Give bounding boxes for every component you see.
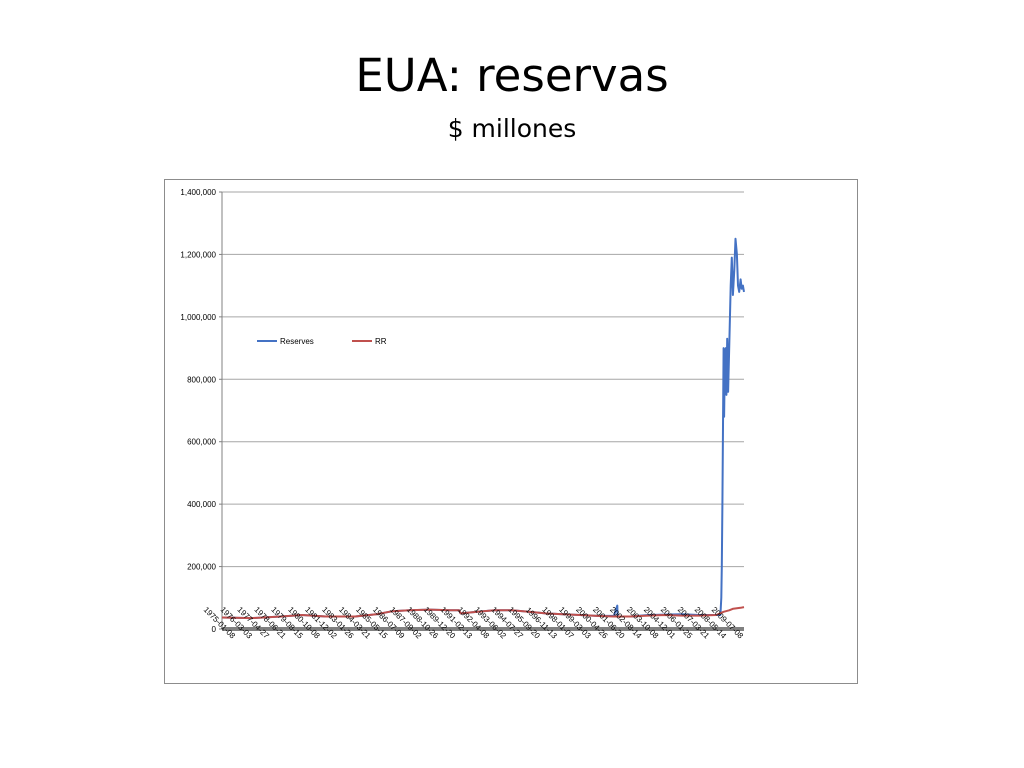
chart-area: Reserves RR 0 200,000 400,000 600,000 800,000… xyxy=(164,179,858,684)
y-tick-label: 1,000,000 xyxy=(180,313,216,322)
series-lines xyxy=(221,237,745,620)
legend: Reserves RR xyxy=(257,337,387,346)
legend-label: RR xyxy=(375,337,387,346)
y-tick-label: 800,000 xyxy=(187,375,216,384)
axes xyxy=(221,192,744,631)
legend-label: Reserves xyxy=(280,337,314,346)
y-tick-label: 0 xyxy=(212,625,217,634)
y-axis-ticks: 0 200,000 400,000 600,000 800,000 1,000,000 1,… xyxy=(180,188,222,634)
y-tick-label: 1,400,000 xyxy=(180,188,216,197)
series-line-reserves xyxy=(221,237,745,620)
y-tick-label: 400,000 xyxy=(187,500,216,509)
y-tick-label: 600,000 xyxy=(187,438,216,447)
gridlines xyxy=(222,191,744,568)
line-chart: Reserves RR 0 200,000 400,000 600,000 800,000… xyxy=(180,188,746,641)
slide-subtitle: $ millones xyxy=(447,114,577,143)
y-tick-label: 1,200,000 xyxy=(180,250,216,259)
x-axis-ticks: 1975-01-081976-03-031977-04-271978-06-21… xyxy=(202,605,746,641)
slide-title: EUA: reservas xyxy=(355,49,669,102)
y-tick-label: 200,000 xyxy=(187,563,216,572)
series-line-rr xyxy=(221,606,745,620)
